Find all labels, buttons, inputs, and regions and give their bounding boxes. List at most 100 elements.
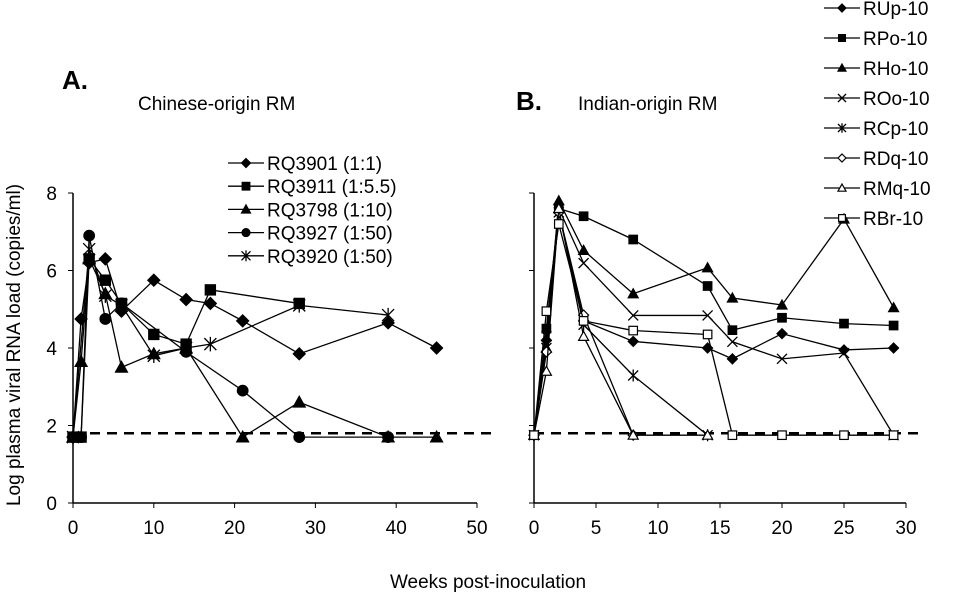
legend-entry: RBr-10 [824, 209, 923, 230]
legend-label: RQ3901 (1:1) [267, 154, 382, 175]
series-line [72, 256, 437, 439]
legend-entry: RMq-10 [824, 179, 931, 200]
data-point [148, 328, 160, 341]
legend-marker [240, 203, 252, 214]
series-line [72, 258, 437, 438]
data-point [839, 430, 849, 441]
y-tick-label: 8 [46, 184, 57, 205]
data-point [775, 298, 789, 310]
panel-b: 0 5 10 15 20 25 30 RUp-10 RPo-10 RHo-10 ROo-10 RCp-… [527, 0, 931, 539]
data-point [382, 431, 395, 444]
data-point [777, 430, 787, 441]
data-point [627, 309, 639, 321]
data-point [179, 292, 193, 307]
data-point [838, 344, 850, 356]
data-point [776, 353, 788, 365]
data-point [66, 429, 80, 445]
legend-label: RQ3911 (1:5.5) [267, 177, 397, 198]
data-point [578, 211, 589, 222]
y-tick-label: 4 [46, 339, 57, 360]
data-point [887, 342, 900, 354]
data-point [726, 336, 738, 348]
data-point [777, 312, 787, 323]
data-point [888, 320, 899, 331]
data-point [627, 428, 640, 440]
data-point [203, 336, 217, 352]
legend-entry: ROo-10 [824, 89, 930, 110]
x-tick-label: 40 [386, 518, 407, 539]
data-point [727, 325, 738, 336]
data-point [726, 353, 739, 365]
series-rq3901 [66, 252, 444, 444]
series-rq3798 [65, 251, 444, 443]
data-point [577, 330, 590, 341]
data-point [627, 287, 640, 299]
series-line [533, 208, 708, 436]
x-tick-label: 10 [143, 518, 164, 539]
data-point [702, 329, 713, 340]
data-point [147, 348, 161, 363]
data-point [381, 307, 395, 323]
legend-marker [241, 181, 251, 191]
data-point [203, 296, 218, 311]
panel-a-label: A. [62, 65, 88, 95]
legend-marker [837, 214, 846, 223]
data-point [726, 291, 739, 303]
data-point [628, 325, 639, 336]
legend-marker [837, 123, 847, 133]
x-tick-label: 5 [591, 518, 602, 539]
data-point [98, 288, 112, 303]
y-axis-label: Log plasma viral RNA load (copies/ml) [4, 184, 25, 506]
legend-marker [837, 93, 847, 103]
legend-label: RDq-10 [863, 149, 928, 170]
series-rq3920 [66, 241, 395, 445]
data-point [701, 428, 714, 440]
panel-b-label: B. [516, 86, 542, 116]
series-line [533, 212, 709, 436]
data-point [702, 309, 714, 321]
y-tick-label: 2 [46, 417, 57, 438]
data-point [540, 365, 553, 376]
legend-label: RQ3927 (1:50) [267, 224, 393, 245]
x-axis-label: Weeks post-inoculation [390, 572, 586, 593]
data-point [236, 384, 249, 397]
legend-entry: RQ3798 (1:10) [228, 200, 393, 221]
x-tick-label: 30 [305, 518, 326, 539]
data-point [292, 298, 306, 313]
series-line [533, 223, 894, 436]
legend-entry: RDq-10 [824, 149, 928, 170]
data-point [235, 429, 250, 443]
data-point [839, 318, 849, 329]
series-rbr-10 [529, 219, 899, 441]
data-point [114, 360, 129, 373]
data-point [838, 347, 850, 359]
legend-label: RMq-10 [863, 179, 931, 200]
data-point [776, 327, 788, 340]
legend-label: RQ3798 (1:10) [267, 200, 393, 221]
data-point [292, 346, 307, 361]
data-point [578, 257, 590, 269]
legend-entry: RQ3901 (1:1) [228, 154, 382, 175]
x-tick-label: 15 [709, 518, 730, 539]
data-point [75, 431, 87, 444]
data-point [204, 284, 217, 296]
x-tick-label: 20 [224, 518, 245, 539]
legend-entry: RQ3927 (1:50) [228, 224, 393, 245]
x-tick-label: 0 [68, 518, 79, 539]
legend-entry: RHo-10 [824, 59, 928, 80]
data-point [429, 429, 444, 443]
data-point [627, 335, 640, 348]
data-point [552, 202, 565, 214]
data-point [529, 430, 539, 441]
y-tick-label: 6 [46, 262, 57, 283]
data-point [727, 430, 738, 441]
data-point [628, 234, 639, 245]
legend-marker [241, 250, 251, 262]
legend-label: ROo-10 [863, 89, 930, 110]
series-line [72, 248, 389, 438]
data-point [83, 229, 96, 242]
data-point [292, 395, 307, 408]
data-point [627, 369, 639, 382]
legend-label: RQ3920 (1:50) [267, 247, 393, 268]
